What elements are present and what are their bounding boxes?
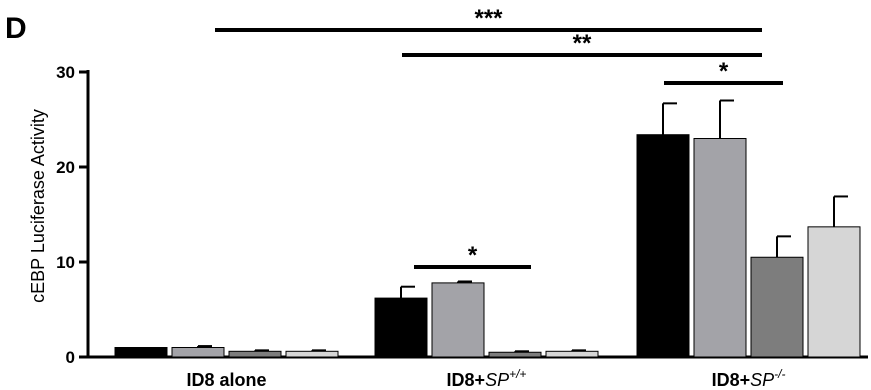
category-label-text: ID8+ <box>447 370 486 390</box>
category-label: ID8 alone <box>186 370 266 390</box>
bar <box>171 347 225 358</box>
significance-label: *** <box>474 5 503 32</box>
bar <box>488 351 542 358</box>
bar <box>636 134 690 358</box>
y-tick-label: 10 <box>56 253 75 272</box>
significance-label: * <box>719 58 729 85</box>
y-tick-label: 0 <box>66 348 75 367</box>
significance-label: ** <box>573 30 592 57</box>
panel-label: D <box>5 12 27 45</box>
bar <box>545 350 599 358</box>
y-tick-label: 30 <box>56 63 75 82</box>
bar <box>750 256 804 358</box>
category-label-text: ID8+ <box>712 370 751 390</box>
bar <box>228 350 282 358</box>
bars <box>114 99 861 358</box>
category-label-gene: SP <box>750 370 774 390</box>
category-label: ID8+SP+/+ <box>447 367 527 390</box>
category-label-genotype: -/- <box>774 367 785 381</box>
category-label-text: ID8 alone <box>186 370 266 390</box>
bar <box>374 297 428 358</box>
y-axis-label: cEBP Luciferase Activity <box>28 109 48 303</box>
bar <box>285 350 339 358</box>
bar <box>693 138 747 358</box>
bar <box>431 282 485 358</box>
category-label-gene: SP <box>485 370 509 390</box>
y-tick-label: 20 <box>56 158 75 177</box>
bar <box>807 226 861 358</box>
significance-brackets: ******* <box>215 5 783 269</box>
bar <box>114 347 168 358</box>
category-label-genotype: +/+ <box>509 367 526 381</box>
category-labels: ID8 alone ID8+SP+/+ ID8+SP-/- <box>186 367 785 390</box>
significance-label: * <box>468 242 478 269</box>
category-label: ID8+SP-/- <box>712 367 786 390</box>
